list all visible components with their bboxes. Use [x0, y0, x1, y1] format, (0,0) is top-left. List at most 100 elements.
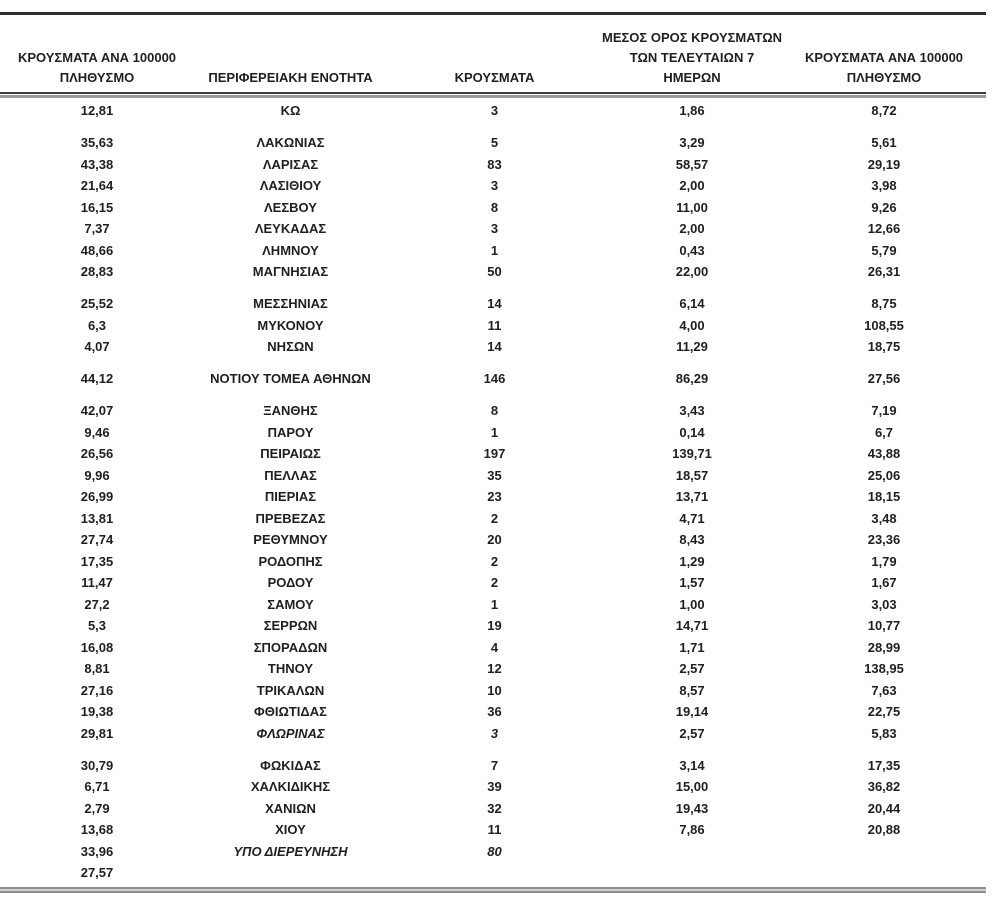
cell-avg-7-days: 8,43 — [679, 532, 705, 548]
cell-cases-count: 3 — [490, 103, 499, 119]
header-cases-per-100k-7d: ΚΡΟΥΣΜΑΤΑ ΑΝΑ 100000 ΠΛΗΘΥΣΜΟ — [782, 48, 986, 88]
cell-cases-per-100k-7d: 20,88 — [867, 822, 901, 838]
cell-region-name: ΥΠΟ ΔΙΕΡΕΥΝΗΣΗ — [233, 843, 348, 859]
cell-cases-count: 1 — [490, 424, 499, 440]
cell-cases-per-100k-total: 42,07 — [80, 403, 114, 419]
cell-cases-per-100k-7d: 22,75 — [867, 704, 901, 720]
cell-cases-per-100k-7d: 3,03 — [871, 596, 897, 612]
cell-avg-7-days: 6,14 — [679, 296, 705, 312]
cell-cases-count: 3 — [490, 725, 499, 741]
cell-cases-per-100k-7d: 5,61 — [871, 135, 897, 151]
cell-cases-per-100k-7d: 8,72 — [871, 103, 897, 119]
cell-region-name: ΛΗΜΝΟΥ — [262, 242, 319, 258]
cell-cases-per-100k-total: 9,96 — [84, 467, 110, 483]
cell-avg-7-days: 4,71 — [679, 510, 705, 526]
cell-cases-per-100k-total: 25,52 — [80, 296, 114, 312]
cell-cases-per-100k-7d: 10,77 — [867, 618, 901, 634]
bottom-rule-dark-bottom — [0, 890, 986, 893]
cell-cases-per-100k-7d: 3,98 — [871, 178, 897, 194]
table-row: 21,64 ΛΑΣΙΘΙΟΥ 3 2,00 3,98 — [0, 175, 986, 197]
table-row: 6,3 ΜΥΚΟΝΟΥ 11 4,00 108,55 — [0, 315, 986, 337]
cell-region-name: ΡΟΔΟΥ — [267, 575, 314, 591]
cell-cases-per-100k-total: 13,68 — [80, 822, 114, 838]
table-row: 6,71 ΧΑΛΚΙΔΙΚΗΣ 39 15,00 36,82 — [0, 776, 986, 798]
cell-cases-per-100k-total: 21,64 — [80, 178, 114, 194]
cell-cases-per-100k-7d: 20,44 — [867, 800, 901, 816]
cell-region-name: ΠΑΡΟΥ — [267, 424, 314, 440]
cell-region-name: ΡΟΔΟΠΗΣ — [258, 553, 323, 569]
table-row: 9,46 ΠΑΡΟΥ 1 0,14 6,7 — [0, 422, 986, 444]
table-row: 29,81 ΦΛΩΡΙΝΑΣ 3 2,57 5,83 — [0, 723, 986, 745]
cell-cases-per-100k-7d: 28,99 — [867, 639, 901, 655]
cell-cases-count: 11 — [487, 822, 502, 838]
cell-cases-per-100k-total: 35,63 — [80, 135, 114, 151]
cell-region-name: ΝΟΤΙΟΥ ΤΟΜΕΑ ΑΘΗΝΩΝ — [210, 371, 371, 387]
table-row: 27,57 — [0, 862, 986, 884]
cell-region-name: ΠΙΕΡΙΑΣ — [264, 489, 317, 505]
cell-region-name: ΤΡΙΚΑΛΩΝ — [256, 682, 325, 698]
table-row: 9,96 ΠΕΛΛΑΣ 35 18,57 25,06 — [0, 465, 986, 487]
cell-region-name: ΦΩΚΙΔΑΣ — [260, 757, 321, 773]
cell-region-name: ΞΑΝΘΗΣ — [263, 403, 318, 419]
cell-cases-per-100k-7d: 18,75 — [867, 339, 901, 355]
cell-cases-per-100k-total: 17,35 — [80, 553, 114, 569]
cell-cases-count: 2 — [490, 553, 499, 569]
bottom-rule-light-middle — [0, 888, 986, 891]
cell-region-name: ΠΡΕΒΕΖΑΣ — [255, 510, 326, 526]
cell-cases-per-100k-total: 6,71 — [84, 779, 110, 795]
cell-avg-7-days: 8,57 — [679, 682, 705, 698]
table-row: 7,37 ΛΕΥΚΑΔΑΣ 3 2,00 12,66 — [0, 218, 986, 240]
cell-cases-count: 10 — [487, 682, 502, 698]
cell-cases-per-100k-total: 13,81 — [80, 510, 114, 526]
cell-avg-7-days: 13,71 — [675, 489, 709, 505]
cell-avg-7-days: 18,57 — [675, 467, 709, 483]
header-regional-unit: ΠΕΡΙΦΕΡΕΙΑΚΗ ΕΝΟΤΗΤΑ — [194, 68, 387, 88]
cell-region-name: ΣΕΡΡΩΝ — [263, 618, 318, 634]
cell-avg-7-days: 22,00 — [675, 264, 709, 280]
table-row: 16,15 ΛΕΣΒΟΥ 8 11,00 9,26 — [0, 197, 986, 219]
cell-cases-per-100k-7d: 8,75 — [871, 296, 897, 312]
table-row: 43,38 ΛΑΡΙΣΑΣ 83 58,57 29,19 — [0, 154, 986, 176]
cell-avg-7-days: 11,29 — [676, 339, 708, 355]
cell-region-name: ΦΘΙΩΤΙΔΑΣ — [254, 704, 327, 720]
cell-cases-count: 83 — [487, 156, 502, 172]
cell-avg-7-days: 2,00 — [679, 178, 705, 194]
cell-cases-per-100k-total: 48,66 — [80, 242, 114, 258]
cell-avg-7-days: 58,57 — [675, 156, 709, 172]
table-header: ΚΡΟΥΣΜΑΤΑ ΑΝΑ 100000 ΠΛΗΘΥΣΜΟ ΠΕΡΙΦΕΡΕΙΑ… — [0, 15, 986, 92]
header-line: ΜΕΣΟΣ ΟΡΟΣ ΚΡΟΥΣΜΑΤΩΝ — [602, 30, 783, 45]
cell-cases-per-100k-total: 9,46 — [84, 424, 110, 440]
table-row: 26,99 ΠΙΕΡΙΑΣ 23 13,71 18,15 — [0, 486, 986, 508]
table-row: 27,74 ΡΕΘΥΜΝΟΥ 20 8,43 23,36 — [0, 529, 986, 551]
cell-cases-per-100k-total: 2,79 — [84, 800, 110, 816]
cell-cases-per-100k-7d: 18,15 — [867, 489, 901, 505]
cell-avg-7-days: 1,29 — [679, 553, 705, 569]
cell-region-name: ΛΑΣΙΘΙΟΥ — [259, 178, 322, 194]
cell-region-name: ΝΗΣΩΝ — [267, 339, 314, 355]
cell-cases-per-100k-total: 16,08 — [80, 639, 114, 655]
cell-avg-7-days: 15,00 — [675, 779, 709, 795]
cell-avg-7-days: 3,29 — [679, 135, 705, 151]
cell-cases-per-100k-7d: 108,55 — [864, 317, 904, 333]
cell-cases-per-100k-total: 12,81 — [80, 103, 114, 119]
cell-cases-count: 23 — [487, 489, 502, 505]
cell-avg-7-days: 11,00 — [676, 199, 708, 215]
header-cases-per-100k-total: ΚΡΟΥΣΜΑΤΑ ΑΝΑ 100000 ΠΛΗΘΥΣΜΟ — [0, 48, 194, 88]
cell-cases-per-100k-7d: 7,19 — [871, 403, 897, 419]
cell-avg-7-days: 4,00 — [679, 317, 705, 333]
cell-region-name: ΡΕΘΥΜΝΟΥ — [253, 532, 328, 548]
cell-avg-7-days: 14,71 — [675, 618, 709, 634]
cell-cases-per-100k-7d: 12,66 — [867, 221, 901, 237]
cell-cases-per-100k-total: 33,96 — [80, 843, 114, 859]
header-separator-dark-line — [0, 92, 986, 94]
cell-region-name: ΠΕΛΛΑΣ — [264, 467, 317, 483]
cell-avg-7-days: 1,86 — [679, 103, 705, 119]
cell-cases-per-100k-total: 16,15 — [80, 199, 114, 215]
cell-avg-7-days: 0,14 — [679, 424, 705, 440]
header-separator-gap — [0, 94, 986, 95]
cell-cases-per-100k-7d: 36,82 — [867, 779, 901, 795]
cell-region-name: ΚΩ — [280, 103, 301, 119]
header-line: ΚΡΟΥΣΜΑΤΑ ΑΝΑ 100000 — [804, 50, 964, 65]
cell-cases-per-100k-total: 19,38 — [80, 704, 114, 720]
table-row: 48,66 ΛΗΜΝΟΥ 1 0,43 5,79 — [0, 240, 986, 262]
